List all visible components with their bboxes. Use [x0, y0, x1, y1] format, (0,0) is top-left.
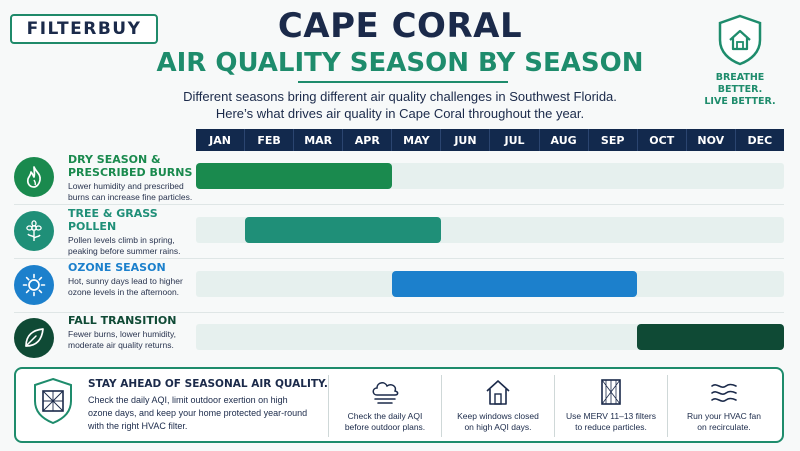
season-bar [245, 217, 441, 243]
month-jan: JAN [196, 129, 246, 151]
month-nov: NOV [686, 129, 736, 151]
season-row: OZONE SEASON Hot, sunny days lead to high… [14, 261, 784, 309]
season-row: DRY SEASON & PRESCRIBED BURNS Lower humidi… [14, 153, 784, 203]
page-subtitle: AIR QUALITY SEASON BY SEASON [156, 48, 644, 78]
season-text: DRY SEASON & PRESCRIBED BURNS Lower humidi… [68, 153, 192, 203]
season-desc-line-1: Fewer burns, lower humidity, [68, 329, 177, 339]
season-text: OZONE SEASON Hot, sunny days lead to high… [68, 261, 183, 298]
airflow-icon [711, 383, 737, 402]
tip-filters: Use MERV 11–13 filters to reduce particl… [554, 375, 667, 437]
tip-text-line-1: Use MERV 11–13 filters [566, 411, 656, 421]
panel-body-line-1: Check the daily AQI, limit outdoor exert… [88, 395, 288, 405]
season-title: FALL TRANSITION [68, 314, 177, 327]
season-info: OZONE SEASON Hot, sunny days lead to high… [14, 261, 196, 309]
sun-icon [14, 265, 54, 305]
tip-text-line-2: before outdoor plans. [344, 422, 426, 432]
season-desc-line-2: peaking before summer rains. [68, 246, 181, 256]
tip-text-line-1: Check the daily AQI [347, 411, 423, 421]
timeline-track [196, 163, 784, 189]
leaf-icon [14, 318, 54, 358]
season-desc-line-2: burns can increase fine particles. [68, 192, 193, 202]
house-shield-icon [718, 14, 762, 66]
shield-icon [32, 377, 74, 430]
season-desc-line-2: ozone levels in the afternoon. [68, 287, 180, 297]
tips-list: Check the daily AQI before outdoor plans… [328, 375, 780, 437]
season-title: DRY SEASON & [68, 153, 161, 166]
aqi-cloud-icon [372, 382, 399, 404]
season-row: FALL TRANSITION Fewer burns, lower humidi… [14, 314, 784, 362]
panel-body-line-2: ozone days, and keep your home protected… [88, 408, 308, 418]
intro-text: Different seasons bring different air qu… [0, 88, 800, 122]
title-underline [298, 81, 508, 83]
tip-check-aqi: Check the daily AQI before outdoor plans… [328, 375, 441, 437]
month-sep: SEP [588, 129, 638, 151]
flame-icon [14, 157, 54, 197]
month-may: MAY [392, 129, 442, 151]
season-row: TREE & GRASS POLLEN Pollen levels climb i… [14, 207, 784, 257]
month-feb: FEB [245, 129, 295, 151]
tips-panel: STAY AHEAD OF SEASONAL AIR QUALITY. Chec… [14, 367, 784, 443]
season-info: FALL TRANSITION Fewer burns, lower humidi… [14, 314, 196, 362]
season-info: DRY SEASON & PRESCRIBED BURNS Lower humidi… [14, 153, 196, 203]
row-divider [14, 204, 784, 205]
flower-icon [14, 211, 54, 251]
season-bar [637, 324, 784, 350]
season-title: OZONE SEASON [68, 261, 166, 274]
season-desc-line-1: Hot, sunny days lead to higher [68, 276, 183, 286]
house-icon [486, 380, 510, 405]
season-text: FALL TRANSITION Fewer burns, lower humidi… [68, 314, 176, 351]
timeline-track [196, 217, 784, 243]
intro-line-2: Here’s what drives air quality in Cape C… [215, 106, 585, 121]
tip-text-line-2: on high AQI days. [464, 422, 532, 432]
filter-icon [601, 379, 621, 405]
month-jul: JUL [490, 129, 540, 151]
brand-badge: BREATHE BETTER. LIVE BETTER. [694, 14, 786, 108]
tip-text-line-1: Keep windows closed [457, 411, 539, 421]
season-title: TREE & GRASS POLLEN [68, 207, 158, 233]
month-apr: APR [343, 129, 393, 151]
month-mar: MAR [294, 129, 344, 151]
tip-text-line-2: to reduce particles. [575, 422, 647, 432]
panel-body-line-3: with the right HVAC filter. [88, 421, 188, 431]
season-bar [196, 163, 392, 189]
timeline-track [196, 324, 784, 350]
badge-tagline: BREATHE BETTER. LIVE BETTER. [704, 72, 776, 107]
month-dec: DEC [735, 129, 784, 151]
month-aug: AUG [539, 129, 589, 151]
month-oct: OCT [637, 129, 687, 151]
season-info: TREE & GRASS POLLEN Pollen levels climb i… [14, 207, 196, 257]
logo-text: FILTERBUY [26, 19, 142, 39]
season-desc-line-1: Pollen levels climb in spring, [68, 235, 175, 245]
season-title-line-2: PRESCRIBED BURNS [68, 166, 193, 179]
season-bar [392, 271, 637, 297]
tip-hvac-fan: Run your HVAC fan on recirculate. [667, 375, 780, 437]
row-divider [14, 258, 784, 259]
timeline-track [196, 271, 784, 297]
tip-text-line-1: Run your HVAC fan [686, 411, 761, 421]
row-divider [14, 312, 784, 313]
panel-heading: STAY AHEAD OF SEASONAL AIR QUALITY. [88, 378, 328, 390]
season-desc-line-2: moderate air quality returns. [68, 340, 174, 350]
panel-body: Check the daily AQI, limit outdoor exert… [88, 394, 328, 433]
season-text: TREE & GRASS POLLEN Pollen levels climb i… [68, 207, 196, 257]
tip-text-line-2: on recirculate. [697, 422, 751, 432]
filterbuy-logo[interactable]: FILTERBUY [10, 14, 158, 44]
month-jun: JUN [441, 129, 491, 151]
tip-windows: Keep windows closed on high AQI days. [441, 375, 554, 437]
month-header: JAN FEB MAR APR MAY JUN JUL AUG SEP OCT NOV DEC [196, 129, 784, 151]
page-title: CAPE CORAL [277, 6, 523, 46]
season-desc-line-1: Lower humidity and prescribed [68, 181, 184, 191]
intro-line-1: Different seasons bring different air qu… [183, 89, 617, 104]
